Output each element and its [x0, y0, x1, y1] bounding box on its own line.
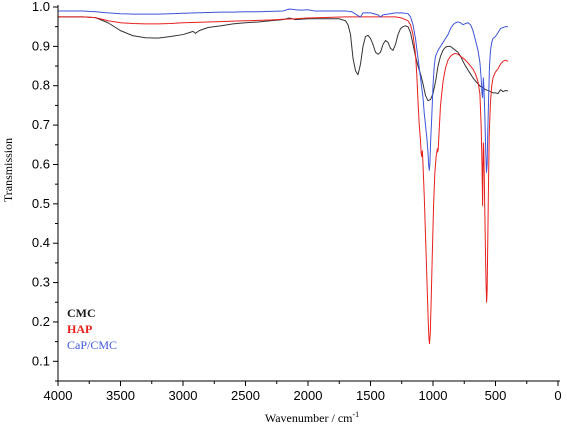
x-axis-label-sup: -1: [353, 410, 360, 419]
x-tick-label: 500: [485, 388, 507, 403]
y-tick-label: 0.1: [32, 353, 50, 368]
series-line-cap-cmc: [58, 8, 508, 173]
x-tick-label: 3000: [169, 388, 198, 403]
x-tick-label: 2500: [231, 388, 260, 403]
x-axis-label: Wavenumber / cm-1: [265, 410, 359, 425]
series-line-cmc: [58, 16, 509, 102]
y-tick-label: 0.9: [32, 38, 50, 53]
series-lines: [58, 8, 509, 345]
axes: [53, 5, 560, 386]
x-tick-label: 1000: [419, 388, 448, 403]
y-tick-label: 0.6: [32, 156, 50, 171]
x-tick-label: 4000: [44, 388, 73, 403]
legend-item-hap: HAP: [67, 322, 92, 336]
x-axis-label-main: Wavenumber / cm: [265, 411, 353, 425]
y-tick-label: 0.2: [32, 314, 50, 329]
x-tick-label: 3500: [106, 388, 135, 403]
y-tick-label: 1.0: [32, 0, 50, 14]
y-tick-label: 0.8: [32, 78, 50, 93]
x-tick-label: 0: [554, 388, 561, 403]
x-tick-label: 2000: [294, 388, 323, 403]
x-tick-label: 1500: [356, 388, 385, 403]
y-axis-label: Transmission: [1, 138, 15, 202]
series-line-hap: [58, 16, 509, 345]
y-tick-label: 0.7: [32, 117, 50, 132]
legend-item-cap-cmc: CaP/CMC: [67, 338, 117, 352]
y-tick-label: 0.5: [32, 196, 50, 211]
y-tick-label: 0.3: [32, 275, 50, 290]
legend-item-cmc: CMC: [67, 306, 96, 320]
y-tick-label: 0.4: [32, 235, 50, 250]
tick-labels: 0.1 0.2 0.3 0.4 0.5 0.6 0.7 0.8 0.9 1.0 4000 3500 30…: [32, 0, 562, 403]
